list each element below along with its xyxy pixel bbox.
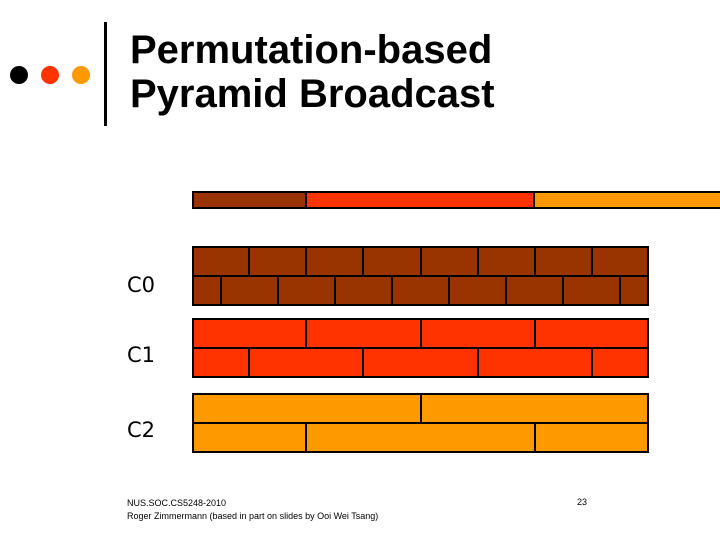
segment-divider-bottom	[590, 348, 593, 378]
dot-black	[10, 66, 28, 84]
segment-divider-top	[419, 246, 422, 276]
segment-divider-bottom	[333, 276, 336, 306]
segment-divider-bottom	[619, 276, 622, 306]
segment-divider-bottom	[533, 423, 536, 453]
segment-divider-bottom	[390, 276, 393, 306]
footer-credits: NUS.SOC.CS5248-2010 Roger Zimmermann (ba…	[127, 497, 378, 523]
dot-orange	[72, 66, 90, 84]
segment-divider-bottom	[562, 276, 565, 306]
segment-divider-top	[590, 246, 593, 276]
segment-divider-bottom	[476, 348, 479, 378]
segment-divider-top	[362, 246, 365, 276]
slide-title: Permutation-based Pyramid Broadcast	[130, 28, 495, 116]
page-number: 23	[577, 497, 588, 507]
segment-divider-top	[419, 318, 422, 348]
title-line-1: Permutation-based	[130, 28, 493, 72]
video-segment-2	[305, 191, 535, 209]
segment-divider-top	[419, 393, 422, 423]
channel-row-divider	[192, 275, 649, 277]
segment-divider-top	[533, 246, 536, 276]
segment-divider-bottom	[219, 276, 222, 306]
channel-row-divider	[192, 347, 649, 349]
segment-divider-top	[476, 246, 479, 276]
video-segment-3	[533, 191, 720, 209]
footer-course: NUS.SOC.CS5248-2010	[127, 498, 227, 508]
video-segment-1	[192, 191, 307, 209]
channel-row-divider	[192, 422, 649, 424]
segment-divider-top	[533, 318, 536, 348]
channel-label-c0: C0	[127, 273, 156, 297]
segment-divider-bottom	[305, 423, 308, 453]
segment-divider-bottom	[448, 276, 451, 306]
channel-label-c1: C1	[127, 343, 156, 367]
segment-divider-bottom	[276, 276, 279, 306]
segment-divider-bottom	[248, 348, 251, 378]
segment-divider-top	[305, 318, 308, 348]
footer-author: Roger Zimmermann (based in part on slide…	[127, 511, 379, 521]
segment-divider-top	[248, 246, 251, 276]
segment-divider-bottom	[362, 348, 365, 378]
segment-divider-top	[305, 246, 308, 276]
title-line-2: Pyramid Broadcast	[130, 72, 495, 116]
segment-divider-bottom	[505, 276, 508, 306]
channel-label-c2: C2	[127, 418, 156, 442]
title-divider	[104, 22, 107, 126]
dot-red	[41, 66, 59, 84]
